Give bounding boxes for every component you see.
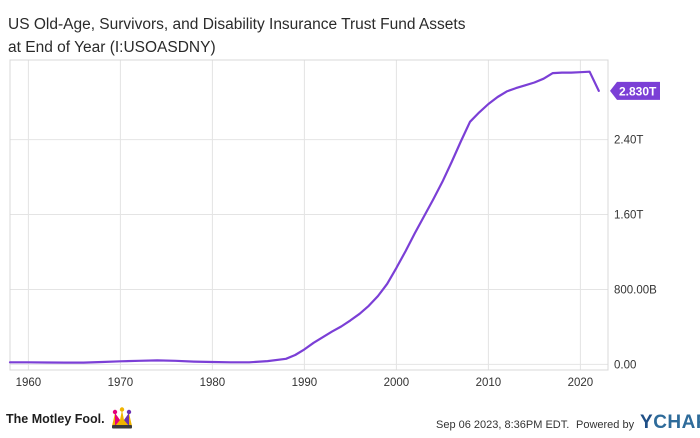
x-tick-label: 2010 [476,377,502,389]
y-tick-label: 0.00 [614,359,636,371]
plot-border [9,59,609,371]
x-tick-label: 2000 [384,377,410,389]
jester-hat-icon [111,407,132,429]
logo-text: The Motley Fool. [6,412,105,426]
badge-label: 2.830T [619,84,657,98]
ycharts-logo: YCHARTS [640,412,700,434]
plot-area [9,59,609,371]
grid [10,60,608,370]
timestamp: Sep 06 2023, 8:36PM EDT. [436,419,570,431]
y-tick-label: 2.40T [614,135,643,147]
motley-fool-logo: The Motley Fool. [6,406,135,432]
x-tick-label: 1980 [200,377,226,389]
ycharts-logo-text: CHARTS [653,412,700,433]
y-axis: 0.00 800.00B 1.60T 2.40T [614,135,657,372]
x-tick-label: 1960 [16,377,42,389]
ycharts-logo-y: Y [640,412,654,433]
x-tick-label: 1970 [108,377,134,389]
x-tick-label: 2020 [568,377,594,389]
x-axis: 1960 1970 1980 1990 2000 2010 2020 [16,377,594,389]
badge-shape [610,81,660,100]
y-tick-label: 1.60T [614,210,643,222]
series-line [8,70,600,364]
y-tick-label: 800.00B [614,284,657,296]
last-value-badge: 2.830T [610,81,660,100]
chart-title: US Old-Age, Survivors, and Disability In… [8,16,466,56]
powered-by-label: Powered by [576,419,635,431]
data-series [8,70,600,364]
x-tick-label: 1990 [292,377,318,389]
